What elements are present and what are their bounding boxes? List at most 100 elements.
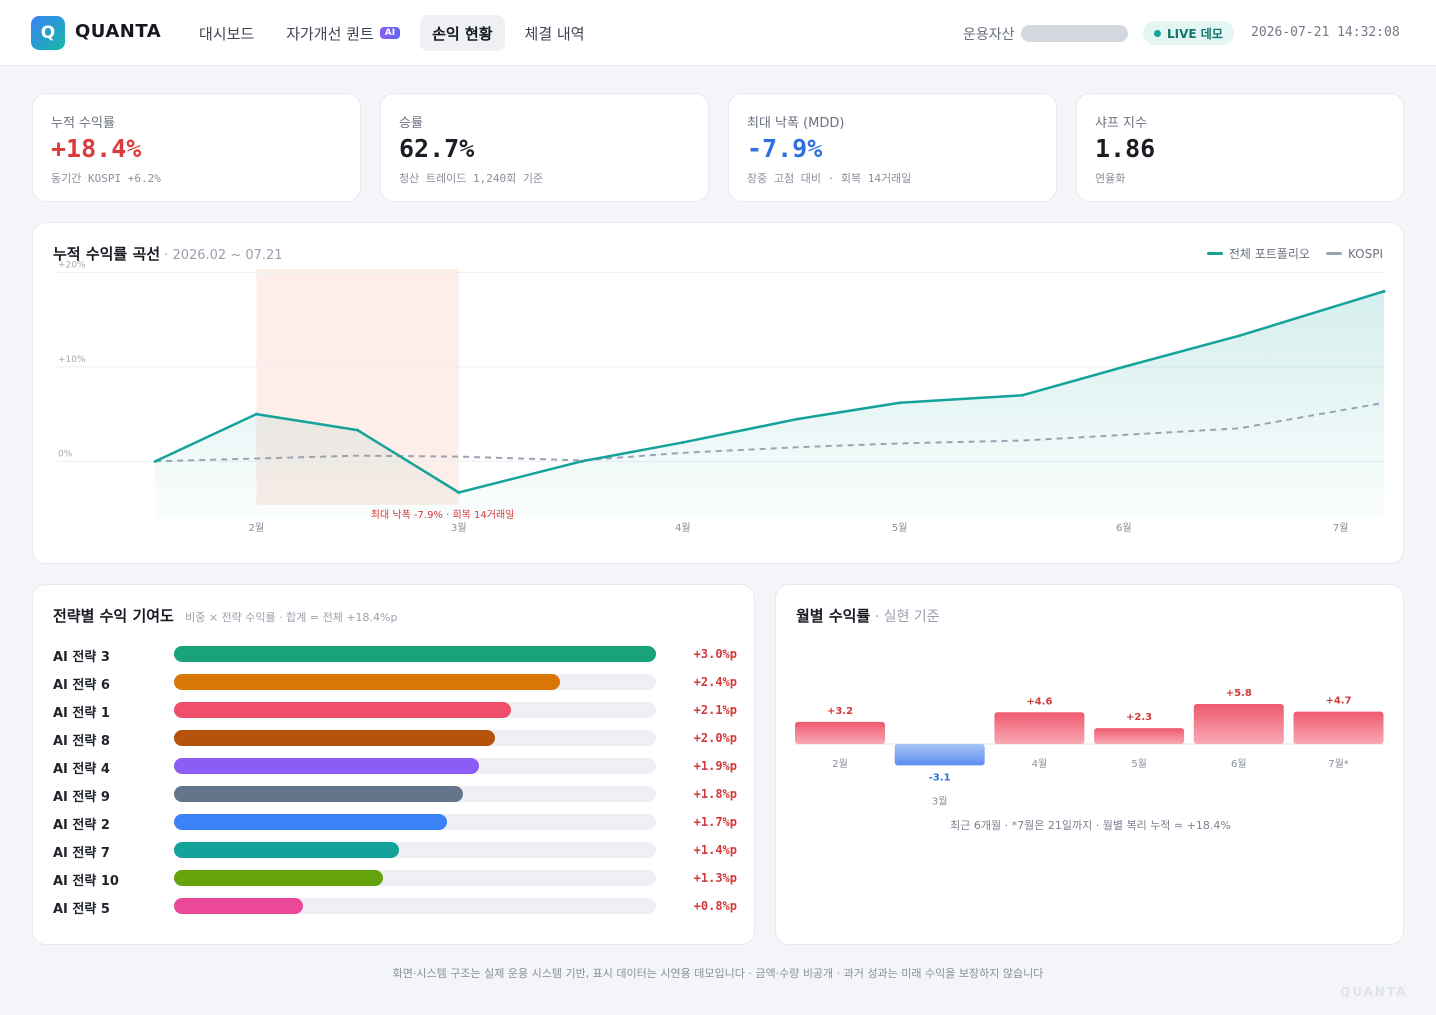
strategy-value: +2.1%p xyxy=(693,703,737,717)
portfolio-point xyxy=(153,459,157,463)
strategy-bar-track xyxy=(174,814,656,830)
kpi-label: 최대 낙폭 (MDD) xyxy=(747,116,845,131)
kpi-label: 승률 xyxy=(399,116,423,131)
nav-label: 대시보드 xyxy=(199,24,255,43)
strategy-row[interactable]: AI 전략 9 +1.8%p xyxy=(53,784,737,805)
strategy-value: +2.4%p xyxy=(693,675,737,689)
strategy-value: +1.7%p xyxy=(693,815,737,829)
strategy-row[interactable]: AI 전략 5 +0.8%p xyxy=(53,896,737,917)
strategy-name: AI 전략 8 xyxy=(53,734,110,749)
legend-label: 전체 포트폴리오 xyxy=(1228,247,1310,261)
brand-name[interactable]: QUANTA xyxy=(75,21,162,42)
legend-label: KOSPI xyxy=(1347,246,1383,261)
strategy-row[interactable]: AI 전략 2 +1.7%p xyxy=(53,812,737,833)
portfolio-line xyxy=(154,290,1385,494)
x-tick-label: 4월 xyxy=(675,522,691,534)
strategy-bar-track xyxy=(174,898,656,914)
monthly-bar xyxy=(1293,711,1384,744)
portfolio-point xyxy=(254,412,258,416)
monthly-bar xyxy=(1193,703,1284,744)
cumulative-line-chart: 0% +10% +20% 2월 3월 4월 5월 6월 7월 최대 낙폭 -7.9% · 회복 1… xyxy=(54,260,1386,534)
kpi-card-mdd: 최대 낙폭 (MDD) -7.9% 장중 고점 대비 · 회복 14거래일 xyxy=(728,93,1057,202)
nav-label: 자가개선 퀀트 xyxy=(286,24,374,43)
kpi-value: -7.9% xyxy=(747,134,823,163)
kpi-sub: 장중 고점 대비 · 회복 14거래일 xyxy=(747,172,912,185)
monthly-bar xyxy=(795,721,885,744)
portfolio-area xyxy=(155,291,1384,518)
y-tick-label: +20% xyxy=(58,260,86,270)
strategy-row[interactable]: AI 전략 6 +2.4%p xyxy=(53,672,737,693)
bar-category-label: 7월* xyxy=(1328,758,1349,770)
monthly-bar xyxy=(894,744,985,766)
monthly-note: 최근 6개월 · *7월은 21일까지 · 월별 복리 누적 ≈ +18.4% xyxy=(950,819,1231,832)
strategy-bar-fill xyxy=(174,646,656,662)
bar-category-label: 4월 xyxy=(1032,758,1048,770)
strategy-bar-fill xyxy=(174,758,480,774)
live-demo-badge: LIVE 데모 xyxy=(1143,21,1234,45)
strategy-row[interactable]: AI 전략 4 +1.9%p xyxy=(53,756,737,777)
contribution-title: 전략별 수익 기여도 xyxy=(53,607,174,625)
strategy-row[interactable]: AI 전략 7 +1.4%p xyxy=(53,840,737,861)
nav-pnl-status[interactable]: 손익 현황 xyxy=(420,15,505,51)
strategy-name: AI 전략 4 xyxy=(53,762,110,777)
monthly-bar xyxy=(1094,728,1185,744)
bar-value-label: +3.2 xyxy=(827,706,853,717)
nav-execution-history[interactable]: 체결 내역 xyxy=(513,15,597,51)
kpi-card-sharpe: 샤프 지수 1.86 연율화 xyxy=(1076,93,1404,202)
assets-value-masked xyxy=(1021,25,1128,42)
portfolio-point xyxy=(1237,334,1241,338)
bar-category-label: 2월 xyxy=(832,758,848,770)
main-nav: 대시보드 자가개선 퀀트 AI 손익 현황 체결 내역 xyxy=(187,15,597,51)
strategy-bar-fill xyxy=(174,814,448,830)
portfolio-point xyxy=(356,428,360,432)
kpi-card-cumulative-return: 누적 수익률 +18.4% 동기간 KOSPI +6.2% xyxy=(32,93,361,202)
strategy-bar-track xyxy=(174,870,656,886)
datetime: 2026-07-21 14:32:08 xyxy=(1251,25,1400,40)
contribution-subtitle: 비중 × 전략 수익률 · 합계 = 전체 +18.4%p xyxy=(185,611,398,624)
strategy-row[interactable]: AI 전략 10 +1.3%p xyxy=(53,868,737,889)
section-title: 누적 수익률 곡선 · 2026.02 ~ 07.21 xyxy=(53,243,283,264)
bar-value-label: +4.7 xyxy=(1325,696,1351,707)
live-label: LIVE 데모 xyxy=(1167,26,1223,41)
strategy-bar-track xyxy=(174,842,656,858)
top-nav-bar: Q QUANTA 대시보드 자가개선 퀀트 AI 손익 현황 체결 내역 운용자… xyxy=(0,0,1436,66)
kpi-card-win-rate: 승률 62.7% 청산 트레이드 1,240회 기준 xyxy=(380,93,709,202)
kpi-value: 1.86 xyxy=(1095,134,1156,163)
monthly-title: 월별 수익률 xyxy=(796,607,871,625)
strategy-row[interactable]: AI 전략 3 +3.0%p xyxy=(53,644,737,665)
strategy-name: AI 전략 6 xyxy=(53,678,110,693)
x-tick-label: 2월 xyxy=(249,522,265,534)
strategy-bar-track xyxy=(174,674,656,690)
kpi-sub: 청산 트레이드 1,240회 기준 xyxy=(399,172,544,185)
bar-value-label: -3.1 xyxy=(929,772,951,783)
strategy-row[interactable]: AI 전략 1 +2.1%p xyxy=(53,700,737,721)
portfolio-point xyxy=(797,417,801,421)
strategy-value: +1.3%p xyxy=(693,871,737,885)
chart-title: 누적 수익률 곡선 xyxy=(53,245,161,263)
strategy-value: +1.4%p xyxy=(693,843,737,857)
legend-item-kospi[interactable]: KOSPI xyxy=(1325,246,1383,261)
section-title: 월별 수익률 · 실현 기준 xyxy=(796,605,940,626)
drawdown-annotation: 최대 낙폭 -7.9% · 회복 14거래일 xyxy=(371,509,515,521)
nav-self-improving-quant[interactable]: 자가개선 퀀트 AI xyxy=(274,15,412,51)
strategy-contribution-card: 전략별 수익 기여도 비중 × 전략 수익률 · 합계 = 전체 +18.4%p… xyxy=(32,584,755,945)
kpi-sub: 연율화 xyxy=(1095,172,1126,185)
strategy-bar-fill xyxy=(174,898,303,914)
strategy-name: AI 전략 9 xyxy=(53,790,110,805)
strategy-row[interactable]: AI 전략 8 +2.0%p xyxy=(53,728,737,749)
strategy-bar-track xyxy=(174,646,656,662)
chart-subtitle: · 2026.02 ~ 07.21 xyxy=(160,248,283,263)
strategy-bar-track xyxy=(174,758,656,774)
legend-item-portfolio[interactable]: 전체 포트폴리오 xyxy=(1206,245,1310,262)
y-tick-label: 0% xyxy=(58,449,73,459)
chart-legend: 전체 포트폴리오 KOSPI xyxy=(1206,245,1383,262)
legend-swatch xyxy=(1206,252,1223,255)
section-title: 전략별 수익 기여도 비중 × 전략 수익률 · 합계 = 전체 +18.4%p xyxy=(53,605,397,626)
bar-value-label: +4.6 xyxy=(1026,696,1052,707)
strategy-value: +3.0%p xyxy=(693,647,737,661)
brand-logo-icon[interactable]: Q xyxy=(31,16,65,50)
strategy-bar-track xyxy=(174,702,656,718)
portfolio-point xyxy=(1122,365,1126,369)
bar-category-label: 6월 xyxy=(1231,758,1247,770)
nav-dashboard[interactable]: 대시보드 xyxy=(187,15,266,51)
